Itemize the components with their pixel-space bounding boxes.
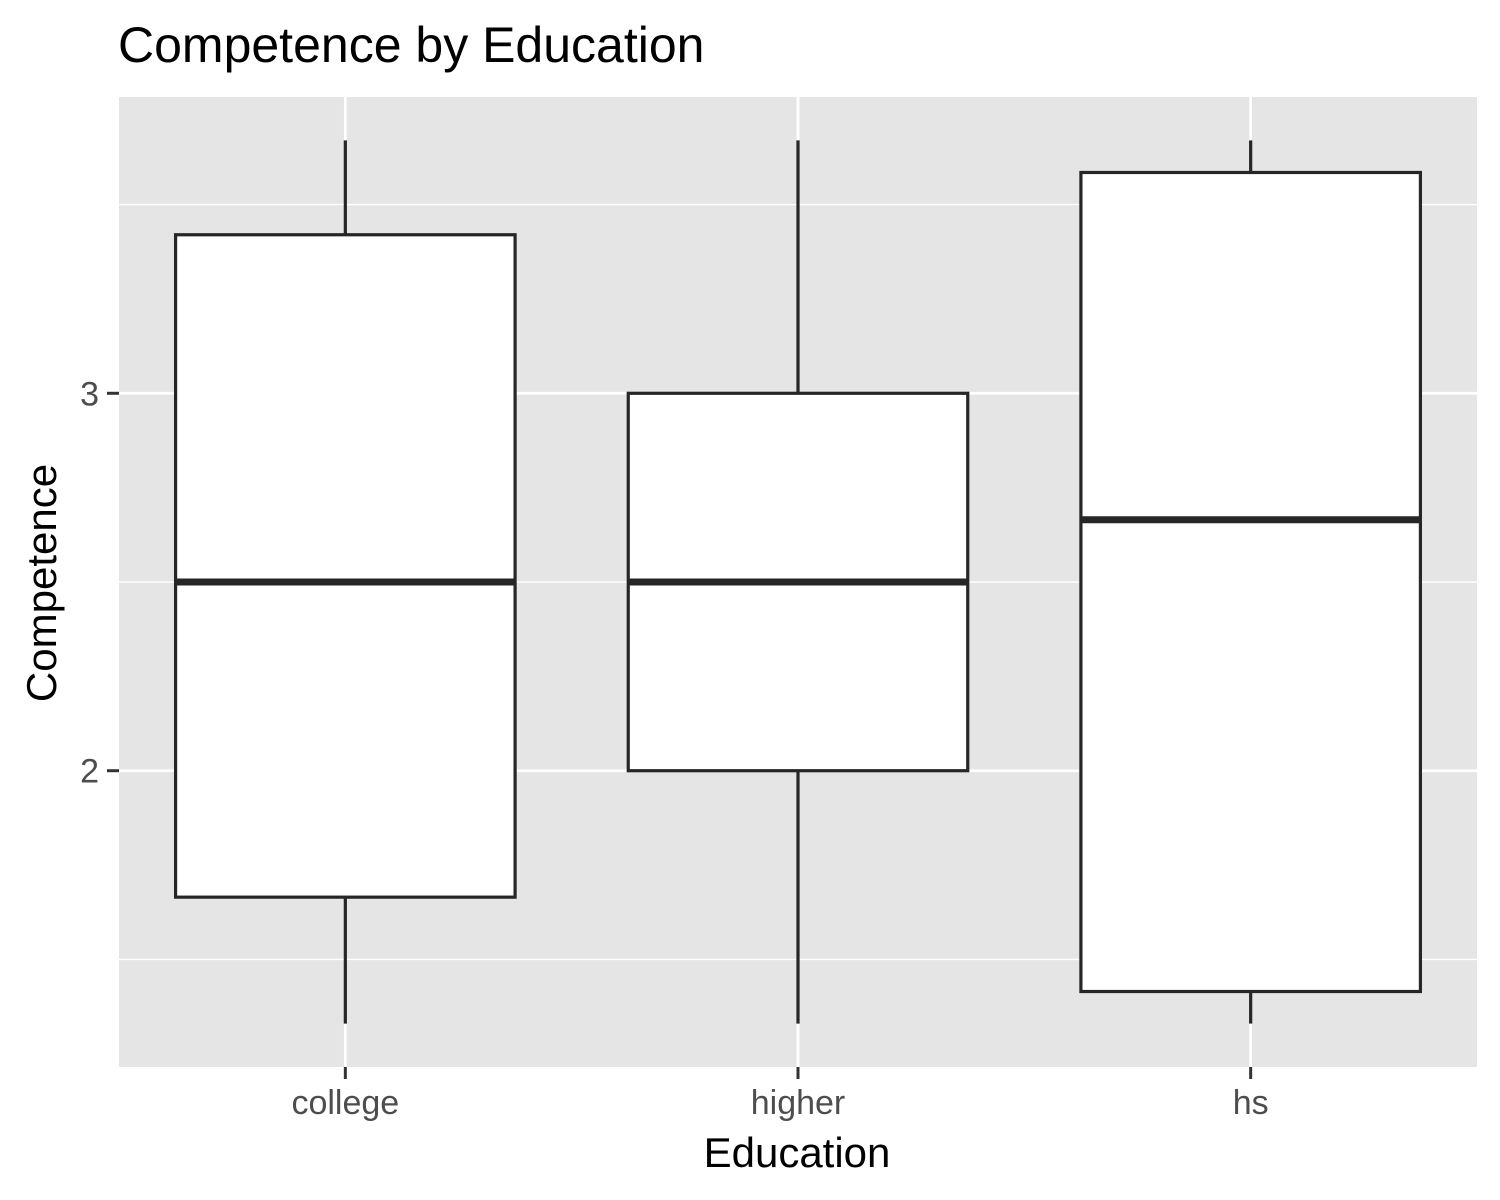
x-tick-label: higher xyxy=(751,1084,846,1122)
box-college xyxy=(173,140,517,1024)
x-tick-label: college xyxy=(291,1084,399,1122)
y-tick-label: 3 xyxy=(80,375,99,413)
box-iqr xyxy=(1079,170,1423,994)
x-axis-title: Education xyxy=(704,1129,891,1176)
chart-title: Competence by Education xyxy=(118,17,704,73)
box-iqr xyxy=(173,233,517,899)
x-tick-label: hs xyxy=(1233,1084,1269,1122)
boxes xyxy=(173,140,1423,1024)
box-higher xyxy=(626,140,970,1024)
y-axis-title: Competence xyxy=(18,464,65,702)
y-tick-label: 2 xyxy=(80,753,99,791)
box-hs xyxy=(1079,140,1423,1024)
axes: 2 3 college higher hs xyxy=(80,375,1269,1122)
